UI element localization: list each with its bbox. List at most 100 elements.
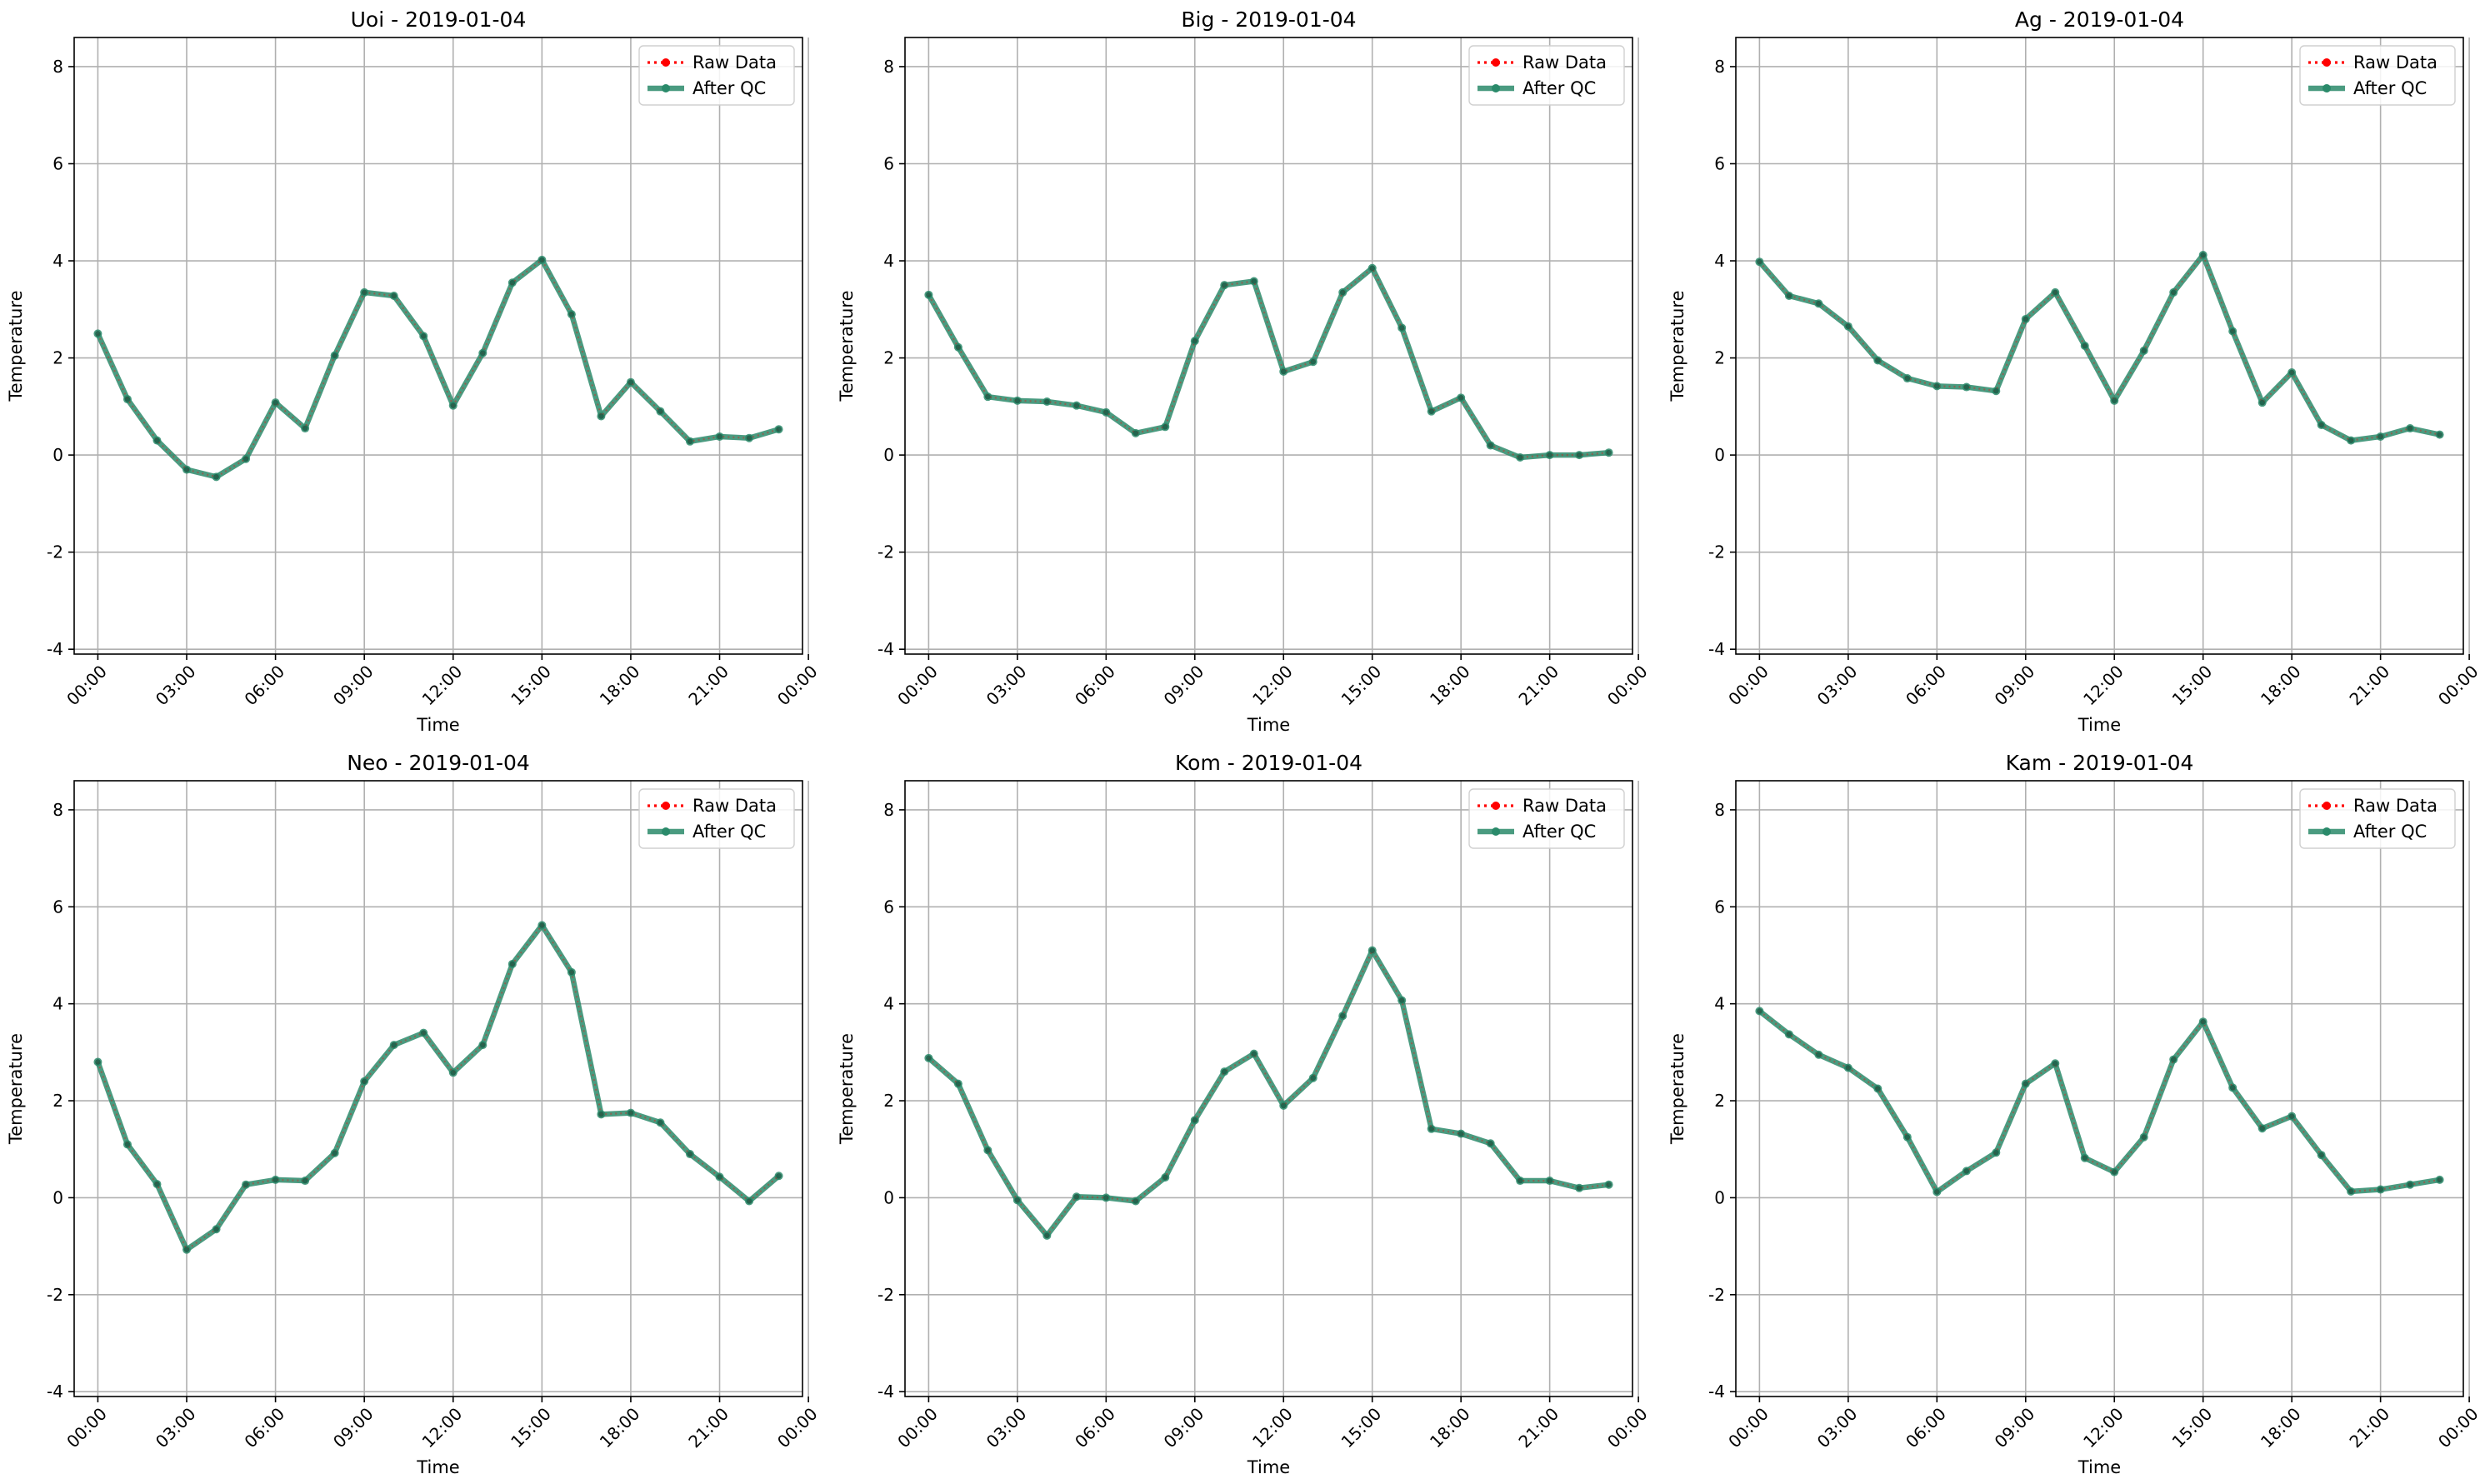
point-raw-data — [985, 393, 991, 400]
point-raw-data — [687, 1151, 693, 1157]
series-line-after-qc — [95, 922, 781, 1252]
point-raw-data — [1904, 375, 1911, 382]
legend-marker-raw-data — [2322, 58, 2331, 67]
point-raw-data — [955, 344, 962, 351]
chart-panel: -4 -2 0 2 4 6 8 00:00 03:00 06:00 09:00 12:00 15:00 1… — [6, 7, 822, 735]
x-axis-label: Time — [2078, 715, 2121, 735]
plot-area — [905, 37, 1632, 654]
legend-marker-after-qc — [662, 827, 670, 836]
point-raw-data — [2200, 252, 2207, 258]
y-tick-label: -2 — [878, 1285, 894, 1305]
y-tick-label: -2 — [1708, 542, 1725, 562]
point-raw-data — [302, 425, 308, 432]
point-raw-data — [391, 1042, 398, 1048]
axes-frame — [1735, 37, 2464, 655]
point-raw-data — [1963, 1168, 1970, 1174]
point-raw-data — [1162, 1174, 1168, 1181]
point-raw-data — [1606, 1182, 1612, 1188]
point-raw-data — [926, 1055, 932, 1062]
x-tick-label: 21:00 — [684, 1404, 732, 1452]
axes-frame — [1735, 780, 2464, 1397]
y-tick-label: 4 — [883, 251, 894, 271]
x-tick-label: 15:00 — [507, 662, 555, 710]
point-raw-data — [1904, 1134, 1911, 1140]
point-raw-data — [1875, 1086, 1881, 1092]
point-raw-data — [658, 408, 663, 414]
point-raw-data — [687, 438, 693, 445]
y-tick-label: 2 — [883, 348, 894, 368]
point-raw-data — [1547, 1177, 1552, 1184]
axes-frame — [73, 780, 803, 1397]
x-tick-label: 09:00 — [329, 1404, 378, 1452]
x-tick-label: 18:00 — [1426, 662, 1474, 710]
point-raw-data — [509, 961, 516, 967]
point-raw-data — [539, 257, 545, 263]
x-tick-label: 12:00 — [1248, 662, 1297, 710]
point-raw-data — [302, 1177, 308, 1184]
x-tick-label: 06:00 — [1902, 662, 1950, 710]
point-raw-data — [628, 379, 634, 386]
point-raw-data — [1428, 1126, 1434, 1132]
point-raw-data — [272, 399, 278, 406]
y-axis-label: Temperature — [6, 290, 26, 402]
x-tick-label: 18:00 — [1426, 1404, 1474, 1452]
legend-label-raw-data: Raw Data — [692, 796, 777, 816]
chart-title: Kom - 2019-01-04 — [1175, 751, 1362, 775]
point-raw-data — [479, 350, 486, 357]
legend-marker-raw-data — [662, 802, 670, 810]
y-tick-label: -2 — [1708, 1285, 1725, 1305]
x-tick-label: 00:00 — [1724, 662, 1772, 710]
point-raw-data — [95, 1059, 101, 1065]
point-raw-data — [1310, 358, 1317, 365]
point-raw-data — [479, 1042, 486, 1048]
point-raw-data — [1428, 408, 1434, 414]
x-tick-label: 21:00 — [1514, 1404, 1562, 1452]
point-raw-data — [717, 433, 722, 440]
point-raw-data — [124, 1142, 131, 1147]
point-raw-data — [272, 1177, 278, 1183]
x-tick-label: 15:00 — [2168, 662, 2217, 710]
point-raw-data — [1221, 1068, 1228, 1075]
x-tick-label: 15:00 — [1338, 662, 1386, 710]
chart-title: Neo - 2019-01-04 — [347, 751, 530, 775]
x-tick-label: 00:00 — [893, 662, 942, 710]
x-tick-label: 06:00 — [240, 662, 288, 710]
axes-frame — [904, 37, 1633, 655]
legend-marker-after-qc — [1492, 827, 1500, 836]
x-axis-label: Time — [2078, 1457, 2121, 1477]
y-tick-label: 4 — [52, 994, 63, 1014]
y-tick-label: 6 — [1714, 153, 1725, 173]
y-tick-label: 0 — [1714, 445, 1725, 465]
chart-title: Uoi - 2019-01-04 — [351, 7, 527, 32]
plot-area — [1736, 37, 2463, 654]
y-tick-label: 4 — [52, 251, 63, 271]
x-tick-label: 03:00 — [982, 1404, 1031, 1452]
point-raw-data — [2259, 1125, 2265, 1132]
legend-marker-raw-data — [662, 58, 670, 67]
y-tick-label: 4 — [1714, 251, 1725, 271]
point-raw-data — [154, 437, 160, 443]
legend-marker-after-qc — [2322, 827, 2331, 836]
chart-panel: -4 -2 0 2 4 6 8 00:00 03:00 06:00 09:00 12:00 15:00 1… — [1668, 7, 2482, 735]
point-raw-data — [242, 456, 249, 462]
point-raw-data — [1488, 1140, 1493, 1147]
x-tick-label: 06:00 — [240, 1404, 288, 1452]
point-raw-data — [213, 1226, 219, 1232]
y-axis-label: Temperature — [1668, 1033, 1688, 1145]
x-tick-label: 18:00 — [596, 662, 644, 710]
chart-title: Big - 2019-01-04 — [1181, 7, 1356, 32]
point-raw-data — [776, 426, 782, 432]
point-raw-data — [2437, 1177, 2442, 1183]
y-tick-label: 2 — [1714, 348, 1725, 368]
x-tick-label: 03:00 — [152, 662, 200, 710]
point-raw-data — [361, 289, 368, 296]
legend: Raw Data After QC — [1468, 788, 1625, 849]
point-raw-data — [539, 922, 545, 928]
point-raw-data — [2141, 1134, 2148, 1140]
x-tick-label: 00:00 — [1603, 1404, 1652, 1452]
point-raw-data — [1044, 1232, 1050, 1239]
point-raw-data — [1816, 1052, 1822, 1058]
plot-area — [74, 781, 802, 1397]
point-raw-data — [420, 1030, 427, 1036]
point-raw-data — [1816, 301, 1822, 307]
